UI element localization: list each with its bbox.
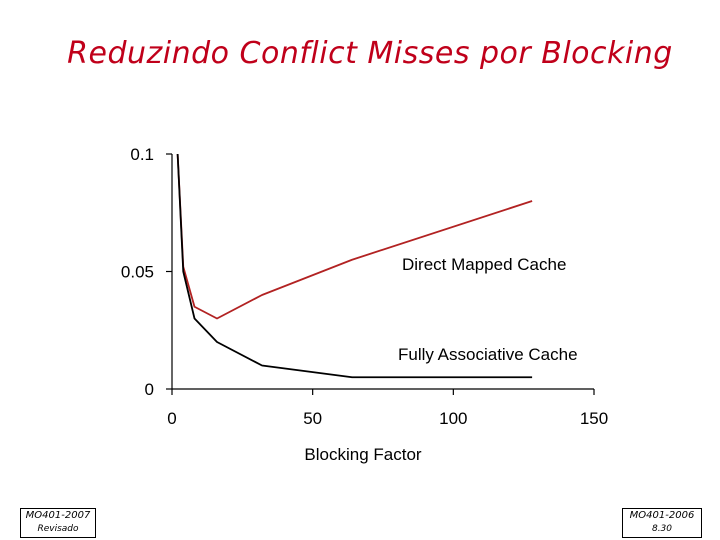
footer-left-note: Revisado (37, 524, 79, 534)
y-tick-label: 0.1 (130, 145, 154, 164)
x-tick-label: 0 (167, 409, 176, 428)
footer-right-box: MO401-2006 8.30 (622, 508, 702, 538)
footer-left-box: MO401-2007 Revisado (20, 508, 96, 538)
chart-series (176, 153, 533, 379)
series-line-0 (176, 153, 533, 320)
series-label-1: Fully Associative Cache (398, 345, 578, 364)
series-label-0: Direct Mapped Cache (402, 255, 566, 274)
x-axis-label: Blocking Factor (304, 445, 421, 464)
footer-right-page: 8.30 (651, 524, 673, 534)
x-tick-label: 100 (439, 409, 467, 428)
footer-left-course: MO401-2007 (25, 510, 91, 521)
footer-right-course: MO401-2006 (629, 510, 695, 521)
slide-title: Reduzindo Conflict Misses por Blocking (67, 36, 673, 71)
x-tick-label: 50 (303, 409, 322, 428)
y-tick-label: 0 (145, 380, 154, 399)
series-line-1 (176, 153, 533, 379)
x-tick-label: 150 (580, 409, 608, 428)
chart-labels: 0 50 100 150 0 0.05 0.1 Blocking Factor Direct M… (121, 145, 608, 464)
chart-axes (166, 153, 595, 395)
y-tick-label: 0.05 (121, 263, 154, 282)
